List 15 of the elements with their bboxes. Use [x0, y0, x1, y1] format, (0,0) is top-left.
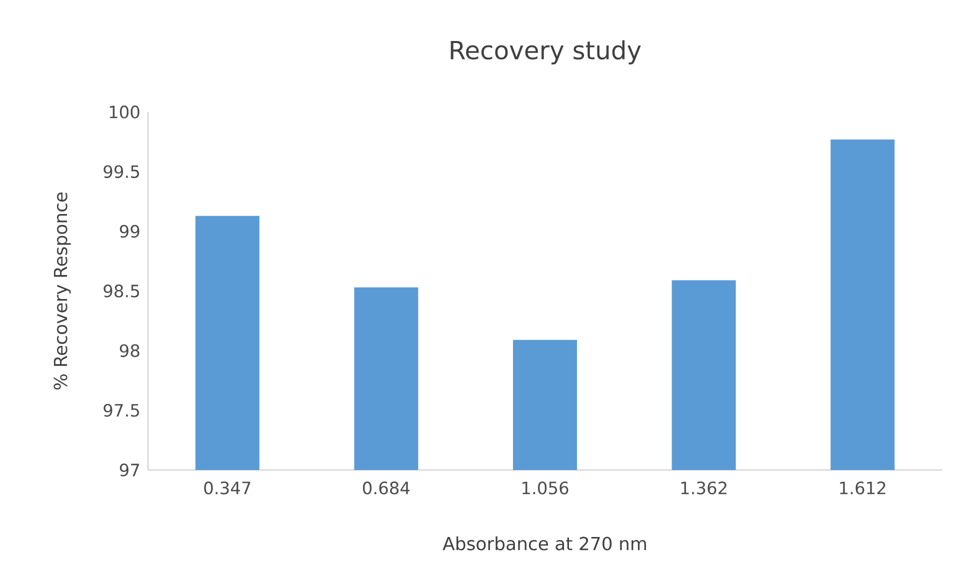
y-tick-label: 99.5 [104, 165, 139, 178]
y-tick-label: 99 [120, 224, 140, 238]
x-tick-label: 1.612 [840, 482, 886, 494]
y-tick-label: 97.5 [104, 404, 139, 417]
chart-title: Recovery study [450, 40, 641, 64]
y-tick-label: 98.5 [104, 284, 139, 298]
x-tick-label: 1.362 [681, 482, 726, 494]
y-tick-label: 100 [110, 106, 140, 118]
x-tick-label: 0.347 [204, 482, 250, 494]
y-axis-title: % Recovery Responce [54, 192, 71, 390]
x-tick-label: 1.056 [522, 482, 568, 494]
y-tick-label: 97 [120, 464, 140, 476]
y-tick-label: 98 [120, 344, 140, 358]
x-tick-label: 0.684 [362, 482, 410, 494]
x-axis-title: Absorbance at 270 nm [442, 536, 646, 550]
